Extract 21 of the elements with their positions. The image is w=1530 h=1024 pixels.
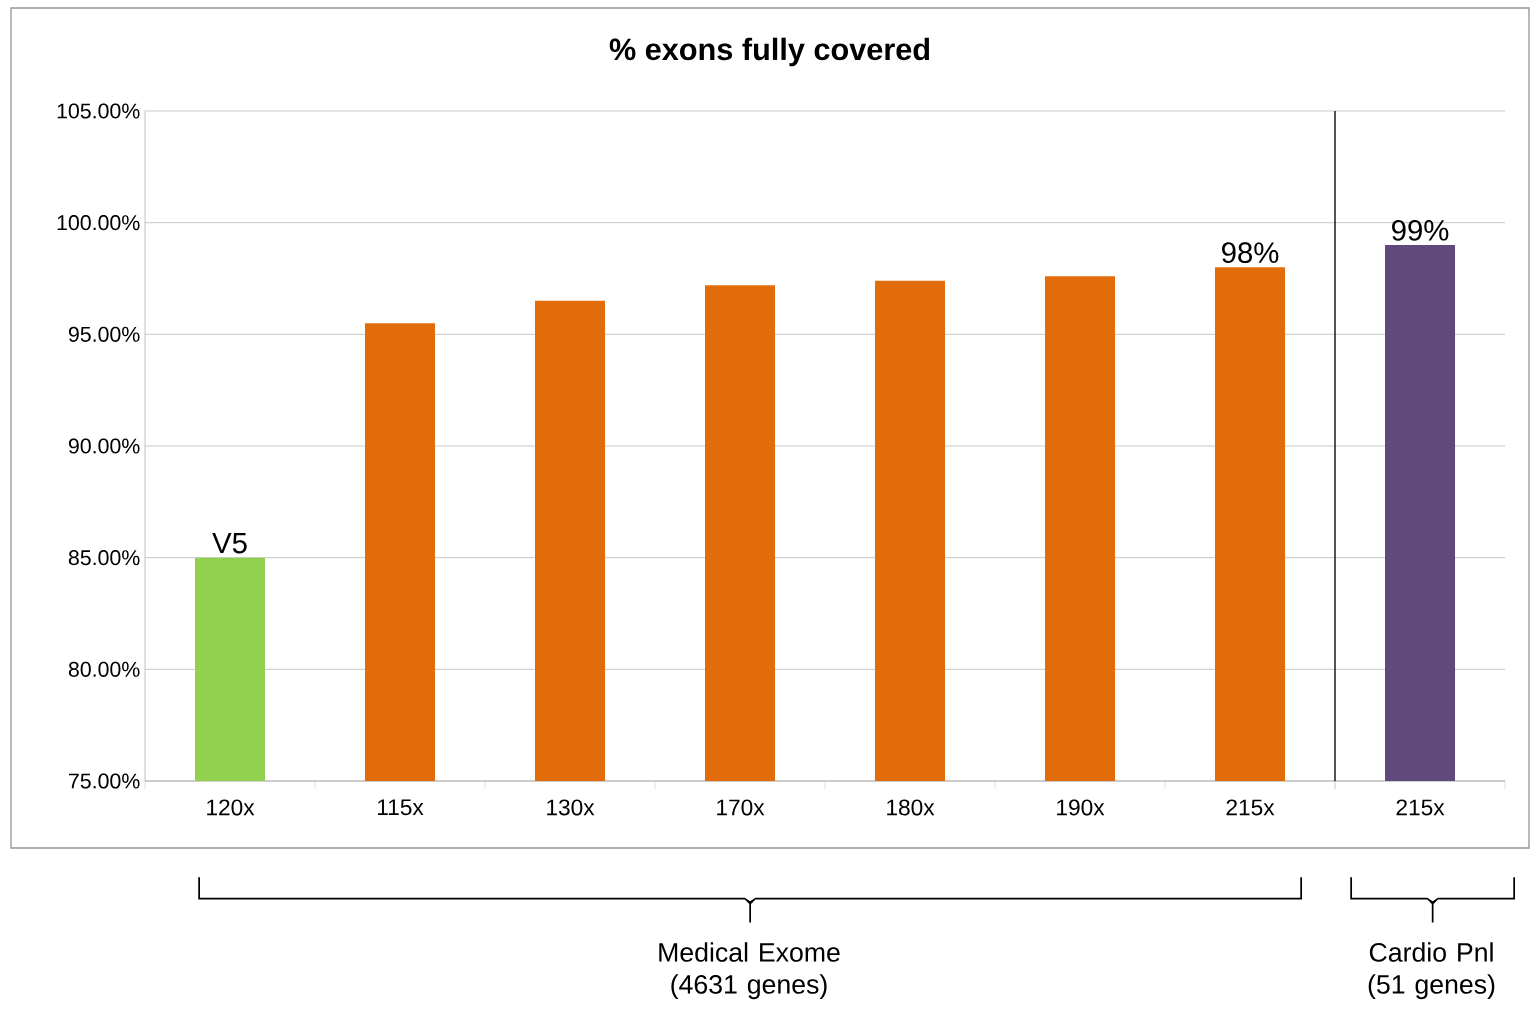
y-tick-label: 95.00% xyxy=(68,326,140,342)
y-tick-label: 85.00% xyxy=(68,550,140,566)
y-tick-label: 100.00% xyxy=(57,215,140,231)
y-tick-label: 80.00% xyxy=(68,661,140,677)
data-label: 98% xyxy=(1222,242,1279,264)
x-tick-label: 170x xyxy=(717,799,765,816)
data-label: 99% xyxy=(1392,219,1449,241)
x-tick-label: 215x xyxy=(1226,799,1275,816)
x-tick-label: 130x xyxy=(547,799,595,816)
y-tick-label: 90.00% xyxy=(68,438,140,454)
x-tick-label: 120x xyxy=(207,799,255,816)
data-label: V5 xyxy=(212,532,247,554)
x-tick-label: 215x xyxy=(1396,799,1445,816)
text: Medical Exome (4631 genes) xyxy=(659,942,840,1000)
x-tick-label: 115x xyxy=(378,799,424,816)
chart-title: % exons fully covered xyxy=(609,37,930,67)
text: Cardio Pnl (51 genes) xyxy=(1368,942,1495,1000)
y-tick-label: 105.00% xyxy=(57,103,140,119)
x-tick-label: 180x xyxy=(887,799,935,816)
y-tick-label: 75.00% xyxy=(69,773,140,789)
x-tick-label: 190x xyxy=(1057,799,1105,816)
